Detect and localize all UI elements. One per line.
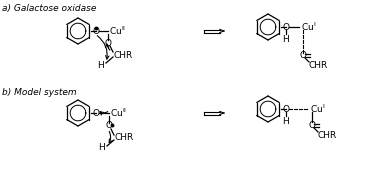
Text: CHR: CHR [318, 130, 337, 139]
Text: b) Model system: b) Model system [2, 88, 76, 97]
Text: O: O [283, 22, 290, 31]
Text: O: O [309, 120, 316, 129]
Text: Cu$^{\mathsf{II}}$: Cu$^{\mathsf{II}}$ [110, 107, 127, 119]
Text: CHR: CHR [309, 61, 328, 69]
Text: O: O [283, 104, 290, 114]
Text: O: O [105, 122, 113, 130]
Text: H: H [283, 117, 289, 126]
Text: Cu$^{\mathsf{II}}$: Cu$^{\mathsf{II}}$ [109, 25, 126, 37]
Text: CHR: CHR [114, 51, 133, 59]
Text: O: O [299, 51, 307, 59]
Text: H: H [98, 143, 105, 152]
Text: O: O [93, 27, 100, 35]
Text: O: O [93, 108, 100, 117]
Text: H: H [283, 35, 289, 44]
Text: Cu$^{\mathsf{I}}$: Cu$^{\mathsf{I}}$ [310, 103, 325, 115]
Text: H: H [97, 61, 104, 69]
Text: CHR: CHR [115, 134, 134, 142]
Text: O: O [105, 39, 111, 47]
Text: Cu$^{\mathsf{I}}$: Cu$^{\mathsf{I}}$ [301, 21, 316, 33]
Text: a) Galactose oxidase: a) Galactose oxidase [2, 4, 96, 13]
